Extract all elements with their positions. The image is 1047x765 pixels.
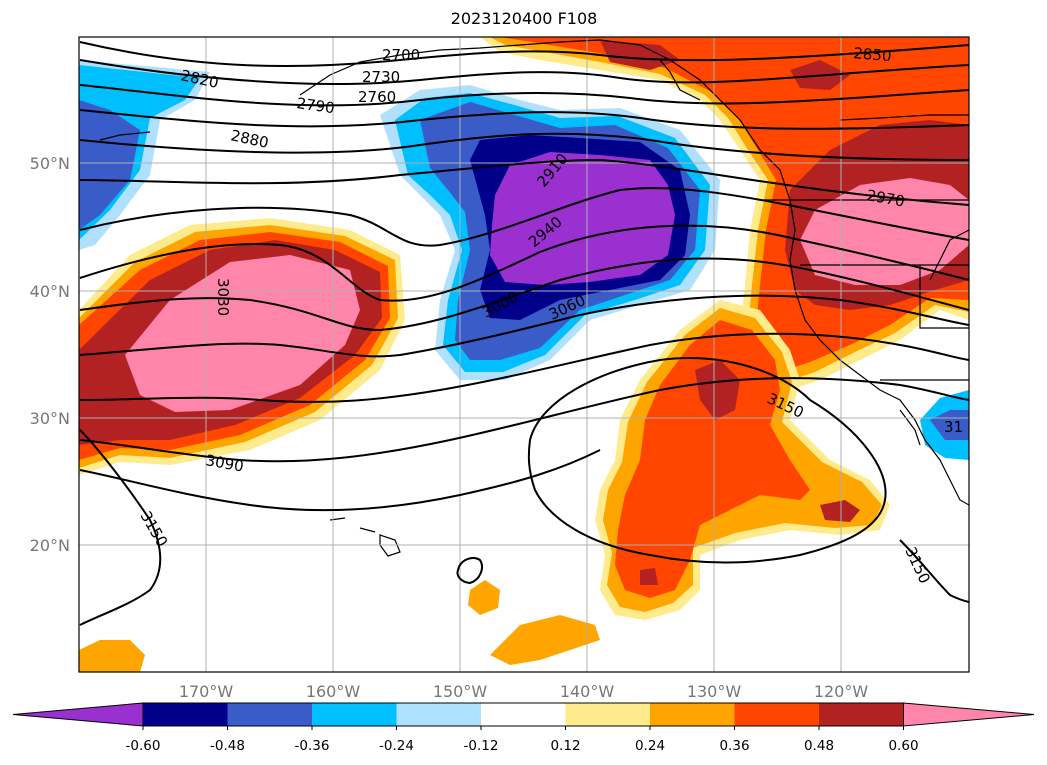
anomaly-fill-layer [79,37,969,672]
lat-label: 30°N [30,409,70,428]
colorbar-segment [312,703,397,726]
lat-label: 20°N [30,536,70,555]
lon-label: 120°W [814,682,869,701]
lat-label: 50°N [30,154,70,173]
colorbar-segment [819,703,904,726]
colorbar-tick-label: -0.12 [464,738,499,754]
colorbar-tick-label: -0.60 [126,738,161,754]
colorbar-segment [734,703,820,726]
colorbar-segment [227,703,313,726]
colorbar-tick-label: -0.48 [210,738,245,754]
colorbar-segment [143,703,228,726]
map-title: 2023120400 F108 [450,9,598,28]
colorbar-tick-label: 0.36 [719,738,749,754]
colorbar-tick-label: 0.12 [550,738,580,754]
lon-label: 150°W [433,682,488,701]
colorbar-outline [142,702,904,727]
lon-label: 130°W [687,682,742,701]
anomaly-blob-south [490,615,600,665]
lon-label: 170°W [179,682,234,701]
contour-label: 31 [944,418,963,436]
colorbar-tick-label: 0.24 [635,738,665,754]
colorbar-tick-label: 0.48 [804,738,834,754]
colorbar-segment [650,703,735,726]
lat-label: 40°N [30,282,70,301]
colorbar: -0.60 -0.48 -0.36 -0.24 -0.12 0.12 0.24 0.36 0.4… [12,702,1035,754]
lon-label: 140°W [560,682,615,701]
colorbar-extend-high [903,702,1035,727]
colorbar-segment [481,703,566,726]
contour-label: 2730 [362,68,400,86]
anomaly-blob-island [468,580,500,615]
contour-label: 2700 [382,46,420,64]
colorbar-tick-label: 0.60 [888,738,918,754]
colorbar-extend-low [12,702,144,727]
contour-label: 3030 [214,278,232,316]
colorbar-segment [396,703,482,726]
longitude-labels: 170°W 160°W 150°W 140°W 130°W 120°W [179,682,869,701]
height-contours [79,41,969,626]
latitude-labels: 50°N 40°N 30°N 20°N [30,154,70,555]
lon-label: 160°W [306,682,361,701]
contour-label: 2850 [853,44,893,65]
colorbar-segment [565,703,651,726]
contour-label: 2790 [295,94,335,117]
contour-label: 2760 [358,88,396,106]
colorbar-tick-label: -0.24 [379,738,414,754]
colorbar-tick-label: -0.36 [295,738,330,754]
plot-frame [78,36,970,673]
